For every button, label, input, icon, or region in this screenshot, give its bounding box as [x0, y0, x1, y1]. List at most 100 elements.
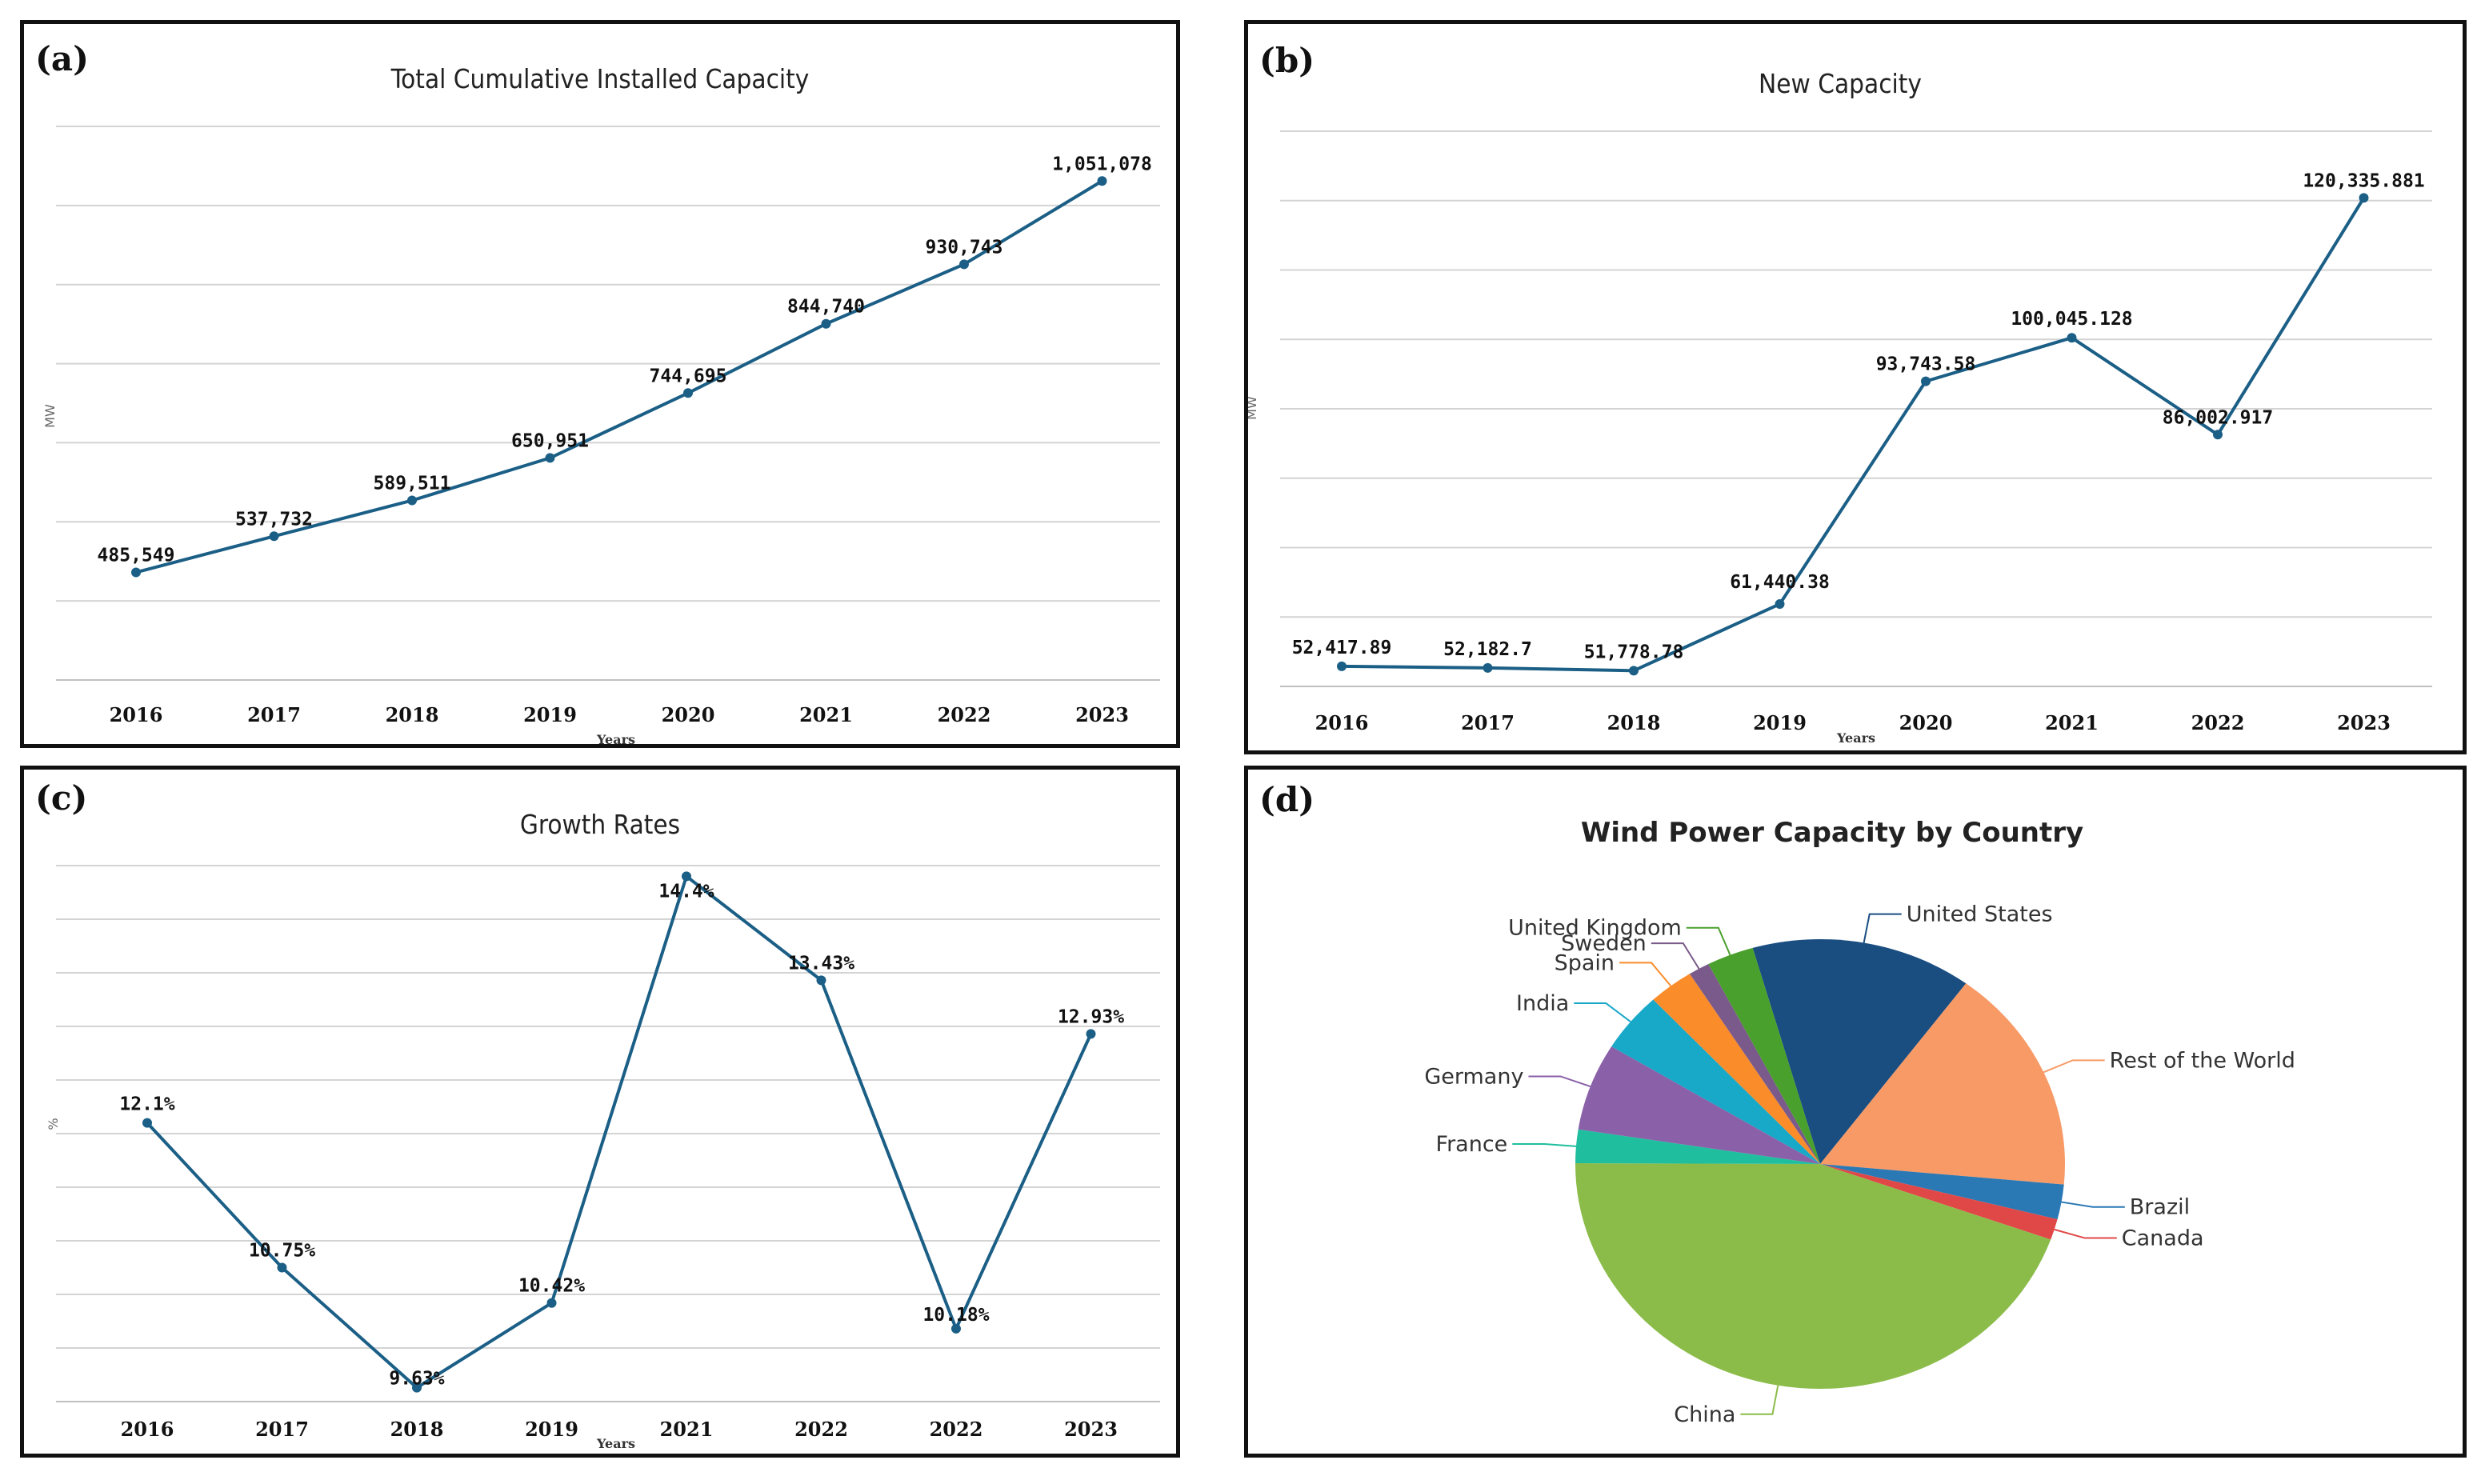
panel-label-d: (d): [1259, 780, 1315, 819]
data-label: 10.75%: [249, 1241, 315, 1262]
chart-title-b: New Capacity: [1759, 68, 1922, 99]
pie-label: China: [1674, 1402, 1735, 1427]
pie-label: United Kingdom: [1508, 916, 1682, 941]
leader-line: [1686, 926, 1731, 956]
data-point: [1337, 661, 1347, 671]
chart-a: (a) Total Cumulative Installed Capacity …: [35, 39, 1160, 744]
x-tick-label: 2016: [121, 1418, 174, 1441]
data-label: 52,417.89: [1292, 638, 1392, 658]
data-label: 13.43%: [788, 953, 854, 974]
data-label: 485,549: [98, 545, 175, 566]
pie-label: Spain: [1555, 950, 1615, 975]
panel-label-c: (c): [35, 778, 87, 818]
x-tick-label: 2018: [1607, 711, 1661, 734]
leader-line: [2054, 1228, 2117, 1239]
leader-line: [1740, 1385, 1779, 1415]
pie-slice: [1820, 1164, 2064, 1220]
data-label: 589,511: [374, 474, 451, 494]
data-point: [951, 1323, 961, 1334]
data-label: 120,335.881: [2303, 170, 2424, 191]
data-label: 12.93%: [1058, 1006, 1124, 1027]
x-tick-label: 2020: [1899, 711, 1953, 734]
data-label: 9.63%: [389, 1369, 444, 1390]
pie-slice: [1820, 983, 2065, 1185]
data-point: [683, 388, 693, 398]
x-tick-label: 2017: [247, 703, 301, 726]
leader-line: [2043, 1059, 2105, 1074]
x-axis-label-a: Years: [596, 732, 635, 744]
x-tick-label: 2019: [1753, 711, 1807, 734]
pie-label: France: [1436, 1132, 1508, 1157]
leader-line: [1528, 1075, 1591, 1087]
y-axis-label-c: %: [46, 1118, 61, 1130]
x-tick-label: 2023: [1075, 703, 1129, 726]
pie-slice: [1708, 947, 1820, 1164]
y-axis-label-a: MW: [42, 404, 58, 428]
chart-title-d: Wind Power Capacity by Country: [1581, 817, 2083, 849]
data-point: [2067, 333, 2077, 343]
x-tick-label: 2016: [110, 703, 163, 726]
data-label: 52,182.7: [1443, 639, 1532, 660]
data-label: 1,051,078: [1052, 154, 1152, 174]
data-point: [2213, 430, 2223, 440]
x-tick-label: 2022: [794, 1418, 848, 1441]
pie-slice: [1752, 939, 1967, 1164]
pie-label: India: [1516, 991, 1569, 1016]
x-axis-label-b: Years: [1836, 730, 1875, 746]
data-label: 10.42%: [518, 1276, 585, 1297]
pie-slice: [1689, 963, 1820, 1164]
chart-title-a: Total Cumulative Installed Capacity: [390, 63, 810, 94]
x-tick-label: 2018: [386, 703, 439, 726]
x-tick-label: 2018: [390, 1418, 444, 1441]
x-tick-label: 2017: [255, 1418, 309, 1441]
data-point: [546, 1298, 557, 1308]
data-point: [412, 1382, 422, 1393]
data-label: 51,778.78: [1584, 642, 1684, 662]
x-tick-label: 2017: [1461, 711, 1515, 734]
data-point: [1629, 666, 1639, 676]
pie-label: Germany: [1424, 1064, 1523, 1089]
leader-line: [2061, 1201, 2125, 1208]
data-label: 100,045.128: [2011, 309, 2132, 330]
x-tick-label: 2020: [662, 703, 715, 726]
data-point: [1921, 376, 1931, 386]
pie-slice: [1575, 1129, 1820, 1164]
panel-label-b: (b): [1259, 41, 1315, 80]
data-point: [545, 453, 555, 463]
x-tick-label: 2023: [1064, 1418, 1118, 1441]
pie-slice: [1578, 1046, 1820, 1164]
data-label: 537,732: [235, 509, 313, 530]
chart-b: (b) New Capacity MW Years 2016 2017 2018 20…: [1248, 41, 2432, 746]
data-label: 744,695: [650, 366, 727, 386]
panel-a: (a) Total Cumulative Installed Capacity …: [20, 20, 1180, 748]
data-point: [407, 495, 417, 506]
pie-label: Canada: [2122, 1226, 2204, 1251]
x-tick-label: 2023: [2337, 711, 2391, 734]
x-tick-label: 2022: [2191, 711, 2245, 734]
x-tick-label: 2021: [660, 1418, 714, 1441]
series-line: [146, 874, 1093, 1390]
x-tick-label: 2019: [523, 703, 577, 726]
leader-line: [1512, 1142, 1577, 1147]
pie-slice: [1820, 1164, 2058, 1240]
data-point: [2359, 193, 2369, 203]
data-label: 86,002.917: [2163, 407, 2273, 428]
data-point: [1097, 176, 1107, 186]
data-label: 650,951: [511, 430, 589, 451]
pie-slice: [1611, 999, 1820, 1164]
leader-line: [1574, 1002, 1631, 1022]
x-tick-label: 2019: [525, 1418, 578, 1441]
pie-label: Sweden: [1561, 931, 1647, 956]
leader-line: [1863, 913, 1902, 943]
leader-line: [1651, 942, 1700, 970]
panel-c: (c) Growth Rates % Years 2016 2017 2018 201…: [20, 766, 1180, 1458]
chart-d: (d) Wind Power Capacity by Country Unite…: [1259, 780, 2295, 1427]
data-point: [131, 567, 141, 578]
data-label: 844,740: [787, 297, 865, 318]
x-axis-label-c: Years: [596, 1436, 635, 1451]
data-point: [682, 871, 691, 882]
data-point: [277, 1262, 287, 1273]
x-tick-label: 2016: [1315, 711, 1369, 734]
data-label: 93,743.58: [1876, 354, 1976, 375]
data-label: 930,743: [926, 237, 1003, 258]
